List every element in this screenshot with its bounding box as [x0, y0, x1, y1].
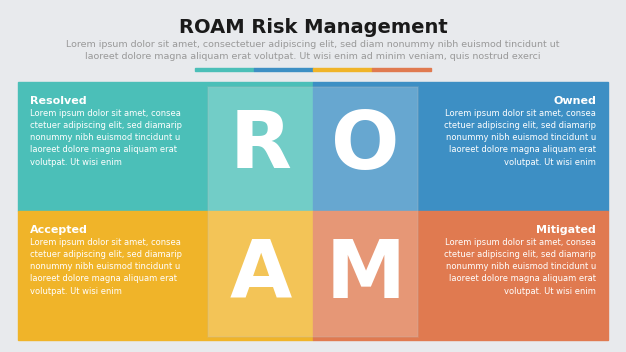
Bar: [372, 68, 431, 71]
Text: Accepted: Accepted: [30, 225, 88, 235]
Text: A: A: [229, 237, 292, 314]
Bar: [208, 87, 418, 337]
Bar: [254, 68, 313, 71]
Bar: [313, 82, 608, 211]
Bar: [313, 68, 372, 71]
Text: laoreet dolore magna aliquam erat volutpat. Ut wisi enim ad minim veniam, quis n: laoreet dolore magna aliquam erat volutp…: [85, 52, 541, 61]
Text: O: O: [331, 107, 399, 186]
Bar: [18, 211, 313, 340]
Text: ROAM Risk Management: ROAM Risk Management: [178, 18, 448, 37]
Text: R: R: [230, 107, 292, 186]
Bar: [195, 68, 254, 71]
Text: Owned: Owned: [553, 96, 596, 106]
Text: Resolved: Resolved: [30, 96, 86, 106]
Text: Lorem ipsum dolor sit amet, consea
ctetuer adipiscing elit, sed diamarip
nonummy: Lorem ipsum dolor sit amet, consea ctetu…: [444, 109, 596, 166]
Bar: [313, 211, 608, 340]
Text: Lorem ipsum dolor sit amet, consea
ctetuer adipiscing elit, sed diamarip
nonummy: Lorem ipsum dolor sit amet, consea ctetu…: [30, 109, 182, 166]
Text: M: M: [326, 237, 406, 314]
Text: Mitigated: Mitigated: [536, 225, 596, 235]
Text: Lorem ipsum dolor sit amet, consea
ctetuer adipiscing elit, sed diamarip
nonummy: Lorem ipsum dolor sit amet, consea ctetu…: [444, 238, 596, 296]
Text: Lorem ipsum dolor sit amet, consectetuer adipiscing elit, sed diam nonummy nibh : Lorem ipsum dolor sit amet, consectetuer…: [66, 40, 560, 49]
Bar: [18, 82, 313, 211]
Text: Lorem ipsum dolor sit amet, consea
ctetuer adipiscing elit, sed diamarip
nonummy: Lorem ipsum dolor sit amet, consea ctetu…: [30, 238, 182, 296]
